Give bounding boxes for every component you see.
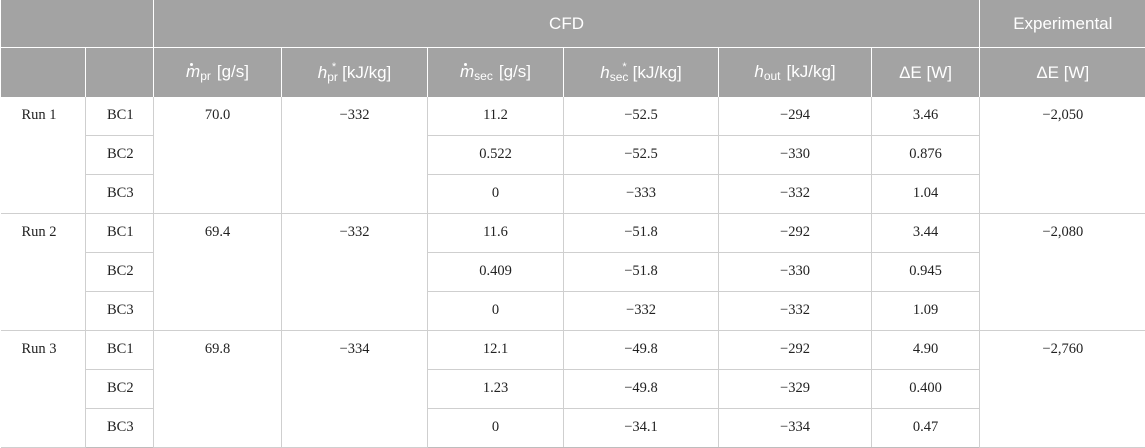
- table-row: Run 2 BC1 69.4 −332 11.6 −51.8 −292 3.44…: [1, 214, 1145, 253]
- h-out-cell: −330: [719, 136, 872, 175]
- h-out-cell: −330: [719, 253, 872, 292]
- table-header: CFD Experimental mpr[g/s] hpr*[kJ/kg] ms…: [1, 0, 1145, 97]
- table-body: Run 1 BC1 70.0 −332 11.2 −52.5 −294 3.46…: [1, 97, 1145, 448]
- delta-e-cell: 0.400: [872, 370, 980, 409]
- h-sec-cell: −52.5: [564, 136, 719, 175]
- h-out-cell: −292: [719, 331, 872, 370]
- delta-e-cell: 1.09: [872, 292, 980, 331]
- m-sec-cell: 11.6: [428, 214, 564, 253]
- bc-label: BC2: [86, 253, 154, 292]
- run-label: Run 1: [1, 97, 86, 214]
- delta-e-cell: 3.44: [872, 214, 980, 253]
- delta-e-exp-cell: −2,050: [980, 97, 1145, 214]
- delta-e-cell: 0.945: [872, 253, 980, 292]
- h-sec-cell: −333: [564, 175, 719, 214]
- header-col-delta-e-cfd: ΔE [W]: [872, 48, 980, 98]
- header-col-h-sec: hsec*[kJ/kg]: [564, 48, 719, 98]
- header-blank-bc: [86, 0, 154, 48]
- delta-e-cell: 4.90: [872, 331, 980, 370]
- delta-e-cell: 3.46: [872, 97, 980, 136]
- header-group-cfd: CFD: [154, 0, 980, 48]
- h-out-cell: −332: [719, 292, 872, 331]
- h-sec-cell: −49.8: [564, 331, 719, 370]
- m-sec-cell: 0: [428, 292, 564, 331]
- h-pr-cell: −334: [282, 331, 428, 448]
- bc-label: BC3: [86, 292, 154, 331]
- header-col-delta-e-exp: ΔE [W]: [980, 48, 1145, 98]
- bc-label: BC3: [86, 175, 154, 214]
- header-blank-bc-2: [86, 48, 154, 98]
- delta-e-cell: 1.04: [872, 175, 980, 214]
- bc-label: BC1: [86, 97, 154, 136]
- bc-label: BC2: [86, 370, 154, 409]
- h-out-cell: −329: [719, 370, 872, 409]
- run-label: Run 3: [1, 331, 86, 448]
- h-sec-cell: −51.8: [564, 214, 719, 253]
- table-row: Run 3 BC1 69.8 −334 12.1 −49.8 −292 4.90…: [1, 331, 1145, 370]
- delta-e-cell: 0.876: [872, 136, 980, 175]
- h-sec-cell: −332: [564, 292, 719, 331]
- m-sec-cell: 0.522: [428, 136, 564, 175]
- m-pr-cell: 70.0: [154, 97, 282, 214]
- header-col-h-pr: hpr*[kJ/kg]: [282, 48, 428, 98]
- h-sec-cell: −52.5: [564, 97, 719, 136]
- m-pr-cell: 69.8: [154, 331, 282, 448]
- m-sec-cell: 11.2: [428, 97, 564, 136]
- h-out-cell: −292: [719, 214, 872, 253]
- header-group-experimental: Experimental: [980, 0, 1145, 48]
- m-sec-cell: 12.1: [428, 331, 564, 370]
- h-out-cell: −332: [719, 175, 872, 214]
- bc-label: BC1: [86, 214, 154, 253]
- m-sec-cell: 1.23: [428, 370, 564, 409]
- header-col-h-out: hout[kJ/kg]: [719, 48, 872, 98]
- bc-label: BC1: [86, 331, 154, 370]
- table-row: Run 1 BC1 70.0 −332 11.2 −52.5 −294 3.46…: [1, 97, 1145, 136]
- header-blank-run: [1, 0, 86, 48]
- m-sec-cell: 0.409: [428, 253, 564, 292]
- header-col-m-pr: mpr[g/s]: [154, 48, 282, 98]
- header-blank-run-2: [1, 48, 86, 98]
- bc-label: BC2: [86, 136, 154, 175]
- delta-e-exp-cell: −2,080: [980, 214, 1145, 331]
- header-col-m-sec: msec[g/s]: [428, 48, 564, 98]
- h-pr-cell: −332: [282, 97, 428, 214]
- m-sec-cell: 0: [428, 175, 564, 214]
- h-pr-cell: −332: [282, 214, 428, 331]
- run-label: Run 2: [1, 214, 86, 331]
- h-sec-cell: −51.8: [564, 253, 719, 292]
- h-sec-cell: −49.8: [564, 370, 719, 409]
- delta-e-exp-cell: −2,760: [980, 331, 1145, 448]
- m-pr-cell: 69.4: [154, 214, 282, 331]
- h-out-cell: −294: [719, 97, 872, 136]
